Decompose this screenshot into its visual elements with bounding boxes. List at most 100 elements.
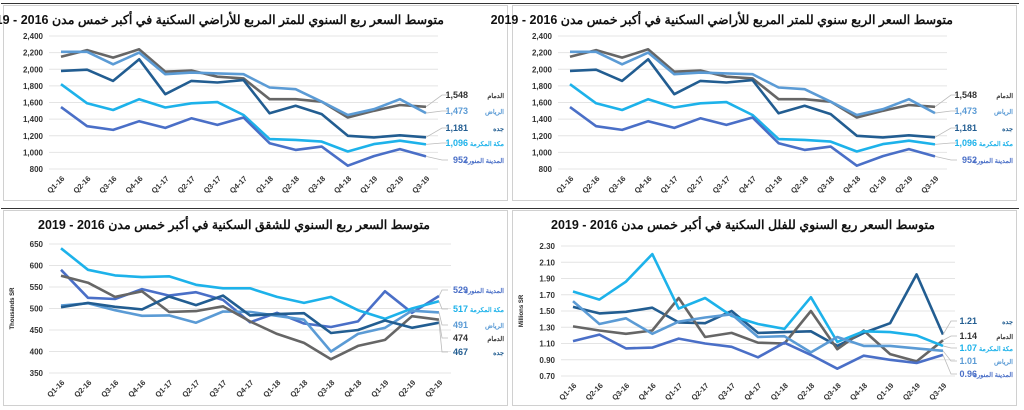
x-tick-label: Q2-18 <box>795 381 816 402</box>
x-tick-label: Q1-17 <box>153 378 174 399</box>
x-tick-label: Q2-17 <box>685 174 706 195</box>
chart-svg: 0.70 0.90 1.10 1.30 1.50 1.70 1.90 2.10 2.30 Mill… <box>519 242 1014 402</box>
x-tick-label: Q3-18 <box>815 174 836 195</box>
series-name-label: الرياض <box>994 108 1013 116</box>
apartment-price-chart: متوسط السعر ربع السنوي للشقق السكنية في … <box>1 208 510 406</box>
leader-line <box>425 127 448 138</box>
x-tick-label: Q4-17 <box>742 381 763 402</box>
x-tick-label: Q3-18 <box>315 378 336 399</box>
series-name-label: الدمام <box>996 92 1013 100</box>
series-line <box>569 47 936 119</box>
series-name-label: جده <box>493 350 504 357</box>
y-tick-label: 2.30 <box>539 242 555 251</box>
series-value-label: 952 <box>962 155 977 165</box>
x-tick-label: Q2-17 <box>180 378 201 399</box>
leader-line <box>425 142 448 145</box>
x-tick-label: Q3-16 <box>610 381 631 402</box>
series-name-label: الرياض <box>994 358 1013 366</box>
x-tick-label: Q4-18 <box>841 174 862 195</box>
series-value-label: 529 <box>453 285 468 295</box>
y-tick-label: 450 <box>30 326 44 335</box>
x-tick-label: Q4-16 <box>633 174 654 195</box>
x-tick-label: Q2-18 <box>280 174 301 195</box>
series-value-label: 1.21 <box>959 316 977 326</box>
x-tick-label: Q1-19 <box>867 174 888 195</box>
x-tick-label: Q3-16 <box>606 174 627 195</box>
y-tick-label: 1,600 <box>532 99 553 108</box>
y-tick-label: 1,600 <box>23 99 44 108</box>
x-tick-label: Q3-19 <box>919 174 940 195</box>
x-tick-label: Q3-17 <box>202 174 223 195</box>
x-tick-label: Q3-18 <box>822 381 843 402</box>
x-tick-label: Q2-17 <box>689 381 710 402</box>
x-tick-label: Q1-17 <box>663 381 684 402</box>
series-line <box>572 296 944 363</box>
x-tick-label: Q4-17 <box>234 378 255 399</box>
x-tick-label: Q1-18 <box>769 381 790 402</box>
y-tick-label: 1,200 <box>23 132 44 141</box>
x-tick-label: Q4-18 <box>332 174 353 195</box>
series-value-label: 491 <box>453 320 468 330</box>
x-tick-label: Q2-18 <box>288 378 309 399</box>
x-tick-label: Q2-19 <box>901 381 922 402</box>
leader-line <box>942 350 957 362</box>
series-name-label: المدينة المنورة <box>974 157 1014 165</box>
x-tick-label: Q3-17 <box>716 381 737 402</box>
series-value-label: 952 <box>453 155 468 165</box>
x-tick-label: Q2-16 <box>584 381 605 402</box>
leader-line <box>438 301 448 310</box>
series-line <box>60 47 427 119</box>
series-name-label: جده <box>1002 319 1013 326</box>
y-tick-label: 1,400 <box>532 115 553 124</box>
y-tick-label: 2,400 <box>532 32 553 41</box>
x-tick-label: Q4-16 <box>124 174 145 195</box>
x-tick-label: Q3-19 <box>410 174 431 195</box>
x-tick-label: Q1-19 <box>874 381 895 402</box>
x-tick-label: Q1-19 <box>358 174 379 195</box>
y-tick-label: 1,800 <box>23 82 44 91</box>
x-tick-label: Q2-17 <box>176 174 197 195</box>
x-tick-label: Q1-18 <box>763 174 784 195</box>
series-value-label: 1,548 <box>445 90 468 100</box>
series-name-label: مكة المكرمة <box>979 345 1014 353</box>
x-tick-label: Q2-16 <box>71 174 92 195</box>
y-tick-label: 550 <box>30 283 44 292</box>
x-tick-label: Q3-19 <box>423 378 444 399</box>
land-price-chart-1: متوسط السعر ربع السنوي للمتر المربع للأر… <box>0 3 510 201</box>
y-tick-label: 1.70 <box>539 291 555 300</box>
leader-line <box>438 319 448 339</box>
series-name-label: الرياض <box>485 108 504 116</box>
leader-line <box>438 312 448 326</box>
y-tick-label: 800 <box>539 165 553 174</box>
series-name-label: المدينة المنورة <box>465 157 505 165</box>
x-tick-label: Q3-18 <box>306 174 327 195</box>
series-value-label: 1.14 <box>959 331 977 341</box>
leader-line <box>934 94 957 108</box>
leader-line <box>934 142 957 145</box>
series-name-label: المدينة المنورة <box>974 371 1014 379</box>
y-tick-label: 1.50 <box>539 307 555 316</box>
y-tick-label: 800 <box>30 165 44 174</box>
leader-line <box>438 322 448 353</box>
series-value-label: 1,181 <box>445 123 468 133</box>
x-tick-label: Q2-16 <box>72 378 93 399</box>
series-name-label: مكة المكرمة <box>979 140 1014 148</box>
x-tick-label: Q2-19 <box>893 174 914 195</box>
x-tick-label: Q3-17 <box>207 378 228 399</box>
leader-line <box>934 110 957 114</box>
y-tick-label: 0.70 <box>539 372 555 381</box>
x-tick-label: Q4-16 <box>637 381 658 402</box>
x-tick-label: Q2-19 <box>384 174 405 195</box>
x-tick-label: Q2-18 <box>789 174 810 195</box>
series-line <box>60 302 440 353</box>
x-tick-label: Q4-16 <box>126 378 147 399</box>
series-name-label: جده <box>493 126 504 133</box>
x-tick-label: Q4-18 <box>342 378 363 399</box>
series-value-label: 1,181 <box>954 123 977 133</box>
y-tick-label: 2.10 <box>539 258 555 267</box>
series-line <box>569 57 936 139</box>
y-tick-label: 400 <box>30 348 44 357</box>
series-name-label: الدمام <box>996 333 1013 341</box>
leader-line <box>425 110 448 114</box>
x-tick-label: Q4-17 <box>737 174 758 195</box>
